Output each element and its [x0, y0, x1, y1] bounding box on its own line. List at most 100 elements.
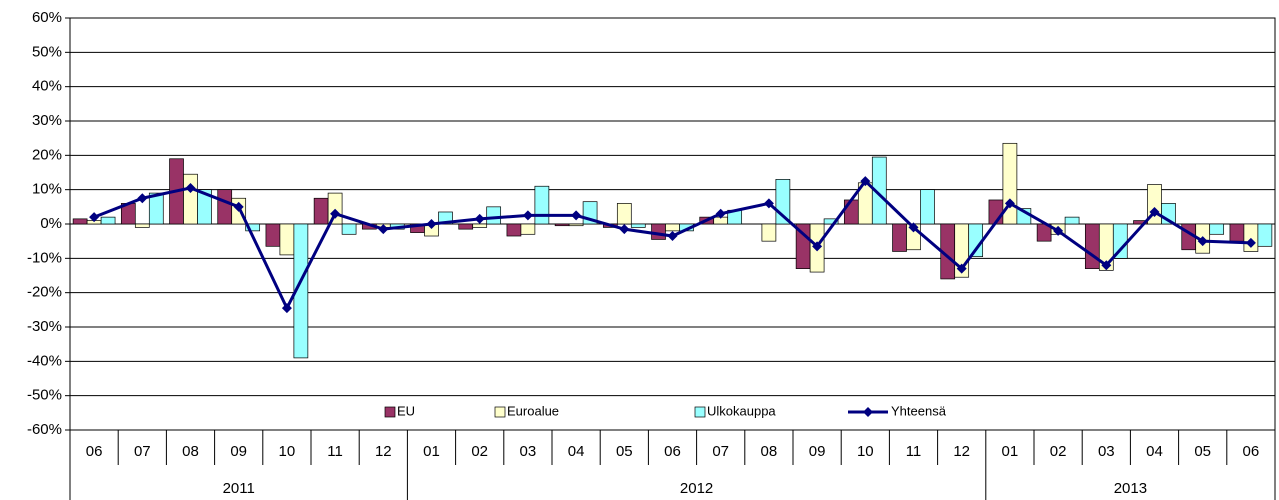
marker [812, 241, 823, 252]
year-label: 2012 [680, 480, 713, 497]
marker [908, 222, 919, 233]
x-tick-label: 09 [809, 443, 826, 460]
bar [100, 216, 116, 225]
y-tick-label: -20% [27, 284, 62, 301]
y-tick-label: 40% [32, 78, 62, 95]
marker [426, 219, 437, 229]
marker [281, 303, 292, 314]
legend-swatch [384, 406, 396, 418]
legend-swatch [694, 406, 706, 418]
marker [474, 213, 485, 224]
bar [279, 223, 295, 256]
marker [89, 212, 100, 223]
legend-label: Ulkokauppa [707, 403, 776, 418]
bar [217, 189, 233, 225]
x-tick-label: 10 [857, 443, 874, 460]
legend-label: Euroalue [507, 403, 559, 418]
bar [313, 197, 329, 225]
marker [1245, 237, 1256, 248]
x-tick-label: 11 [327, 443, 343, 460]
y-tick-label: 50% [32, 43, 62, 60]
bar [341, 223, 357, 235]
bar [554, 223, 570, 227]
x-tick-label: 04 [1146, 443, 1163, 460]
marker [1101, 260, 1112, 271]
bar [520, 223, 536, 235]
bar [651, 223, 666, 240]
year-label: 2011 [223, 480, 255, 497]
marker [330, 208, 341, 219]
bar [892, 223, 907, 252]
bar [486, 206, 502, 225]
marker [1149, 206, 1160, 217]
bar [72, 218, 88, 225]
bar [245, 223, 261, 232]
bar [761, 223, 777, 242]
x-tick-label: 07 [712, 443, 729, 460]
x-tick-label: 06 [1243, 443, 1260, 460]
x-tick-label: 07 [134, 443, 151, 460]
x-tick-label: 06 [86, 443, 103, 460]
legend: EU Euroalue Ulkokauppa Yhteensä [384, 403, 947, 418]
bar [665, 223, 680, 232]
x-tick-label: 06 [664, 443, 681, 460]
bar [823, 218, 839, 225]
bar [265, 223, 281, 247]
bar [506, 223, 522, 237]
bar [472, 223, 488, 228]
x-tick-label: 09 [230, 443, 247, 460]
marker [956, 263, 967, 274]
marker [619, 224, 630, 235]
bar [843, 199, 859, 225]
x-tick-label: 03 [520, 443, 537, 460]
legend-marker [863, 407, 873, 417]
x-tick-label: 12 [953, 443, 970, 460]
marker [185, 182, 196, 193]
x-tick-label: 04 [568, 443, 585, 460]
x-tick-label: 10 [279, 443, 296, 460]
bar [920, 189, 935, 225]
bar [534, 185, 550, 225]
y-tick-label: 60% [32, 9, 62, 26]
x-tick-label: 05 [616, 443, 633, 460]
marker [522, 210, 533, 221]
x-tick-label: 08 [761, 443, 778, 460]
y-tick-label: -60% [27, 421, 62, 438]
marker [1004, 198, 1015, 209]
legend-label: EU [397, 403, 415, 418]
bar [1257, 223, 1273, 247]
y-tick-label: 30% [32, 112, 62, 129]
marker [667, 231, 678, 242]
x-tick-label: 01 [423, 443, 440, 460]
y-tick-label: -10% [27, 249, 62, 266]
year-label: 2013 [1114, 480, 1147, 497]
y-tick-label: -40% [27, 352, 62, 369]
marker [233, 201, 244, 212]
marker [1197, 236, 1208, 247]
x-tick-label: 02 [471, 443, 488, 460]
x-tick-label: 08 [182, 443, 199, 460]
bar [1229, 223, 1245, 242]
marker [571, 210, 582, 221]
y-tick-label: 0% [40, 215, 62, 232]
legend-swatch [494, 406, 506, 418]
bar [183, 173, 198, 225]
x-tick-label: 03 [1098, 443, 1115, 460]
bar [148, 192, 164, 225]
bar [197, 189, 212, 225]
marker [378, 224, 389, 235]
y-tick-label: -30% [27, 318, 62, 335]
y-tick-label: -50% [27, 387, 62, 404]
bar [327, 192, 343, 225]
x-tick-label: 02 [1050, 443, 1067, 460]
marker [137, 193, 148, 204]
marker [860, 176, 871, 187]
x-tick-label: 11 [906, 443, 922, 460]
x-tick-label: 01 [1002, 443, 1019, 460]
marker [715, 208, 726, 219]
legend-label: Yhteensä [891, 403, 947, 418]
bar [616, 203, 632, 225]
x-tick-label: 12 [375, 443, 392, 460]
bar [293, 223, 309, 359]
